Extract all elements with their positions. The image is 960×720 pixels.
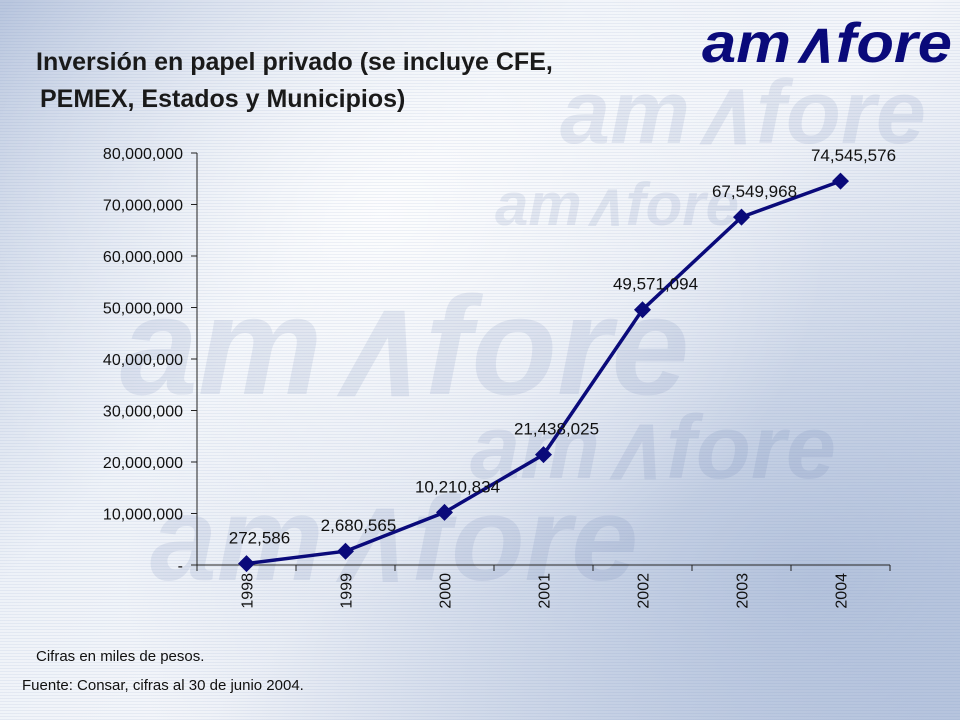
data-label: 74,545,576 <box>811 146 896 165</box>
data-label: 2,680,565 <box>321 516 397 535</box>
data-point-marker <box>436 503 453 521</box>
title-line-1: Inversión en papel privado (se incluye C… <box>36 48 553 76</box>
units-note: Cifras en miles de pesos. <box>36 648 205 665</box>
y-tick-label: 40,000,000 <box>103 352 183 369</box>
series-line <box>246 179 842 566</box>
page-title: Inversión en papel privado (se incluye C… <box>36 44 736 118</box>
x-tick-label: 2000 <box>438 573 455 609</box>
x-tick-label: 1999 <box>339 573 356 609</box>
y-tick-label: 10,000,000 <box>103 507 183 524</box>
x-axis-ticks: 1998 1999 2000 2001 2002 2003 2004 <box>196 565 891 609</box>
title-line-2: PEMEX, Estados y Municipios) <box>40 85 406 113</box>
watermark-logo: am∧fore <box>495 171 739 238</box>
x-tick-label: 2002 <box>636 573 653 609</box>
data-point-marker <box>238 555 255 573</box>
chart-axes <box>196 153 890 566</box>
data-label: 272,586 <box>229 529 290 548</box>
y-tick-label: - <box>178 558 183 575</box>
data-point-marker <box>733 208 750 226</box>
watermark-logo: am∧fore <box>150 472 638 606</box>
data-label: 67,549,968 <box>712 182 797 201</box>
watermark-logo: am∧fore <box>560 63 926 163</box>
y-tick-label: 20,000,000 <box>103 455 183 472</box>
y-tick-label: 60,000,000 <box>103 249 183 266</box>
watermark-logo: am∧fore <box>120 267 690 424</box>
y-tick-label: 30,000,000 <box>103 404 183 421</box>
data-label: 49,571,094 <box>613 275 698 294</box>
line-chart: - 10,000,000 20,000,000 30,000,000 40,000,00… <box>103 146 896 609</box>
amafore-logo: am∧fore <box>702 14 952 70</box>
x-tick-label: 2003 <box>735 573 752 609</box>
series-line-group <box>246 179 842 566</box>
y-axis-ticks: - 10,000,000 20,000,000 30,000,000 40,000,00… <box>103 146 197 575</box>
data-label: 21,438,025 <box>514 420 599 439</box>
data-label: 10,210,834 <box>415 477 500 496</box>
series-markers <box>238 172 849 573</box>
data-point-marker <box>337 542 354 560</box>
x-tick-label: 1998 <box>240 573 257 609</box>
data-point-marker <box>634 301 651 319</box>
x-tick-label: 2004 <box>834 573 851 609</box>
x-tick-label: 2001 <box>537 573 554 609</box>
source-note: Fuente: Consar, cifras al 30 de junio 20… <box>22 677 304 694</box>
y-tick-label: 80,000,000 <box>103 146 183 163</box>
watermark-logo: am∧fore <box>470 398 836 498</box>
y-tick-label: 70,000,000 <box>103 198 183 215</box>
data-point-marker <box>535 446 552 464</box>
data-point-marker <box>832 172 849 190</box>
y-tick-label: 50,000,000 <box>103 301 183 318</box>
logo-text: am∧fore <box>702 14 952 70</box>
data-labels: 272,586 2,680,565 10,210,834 21,438,025 49,5… <box>229 146 896 548</box>
